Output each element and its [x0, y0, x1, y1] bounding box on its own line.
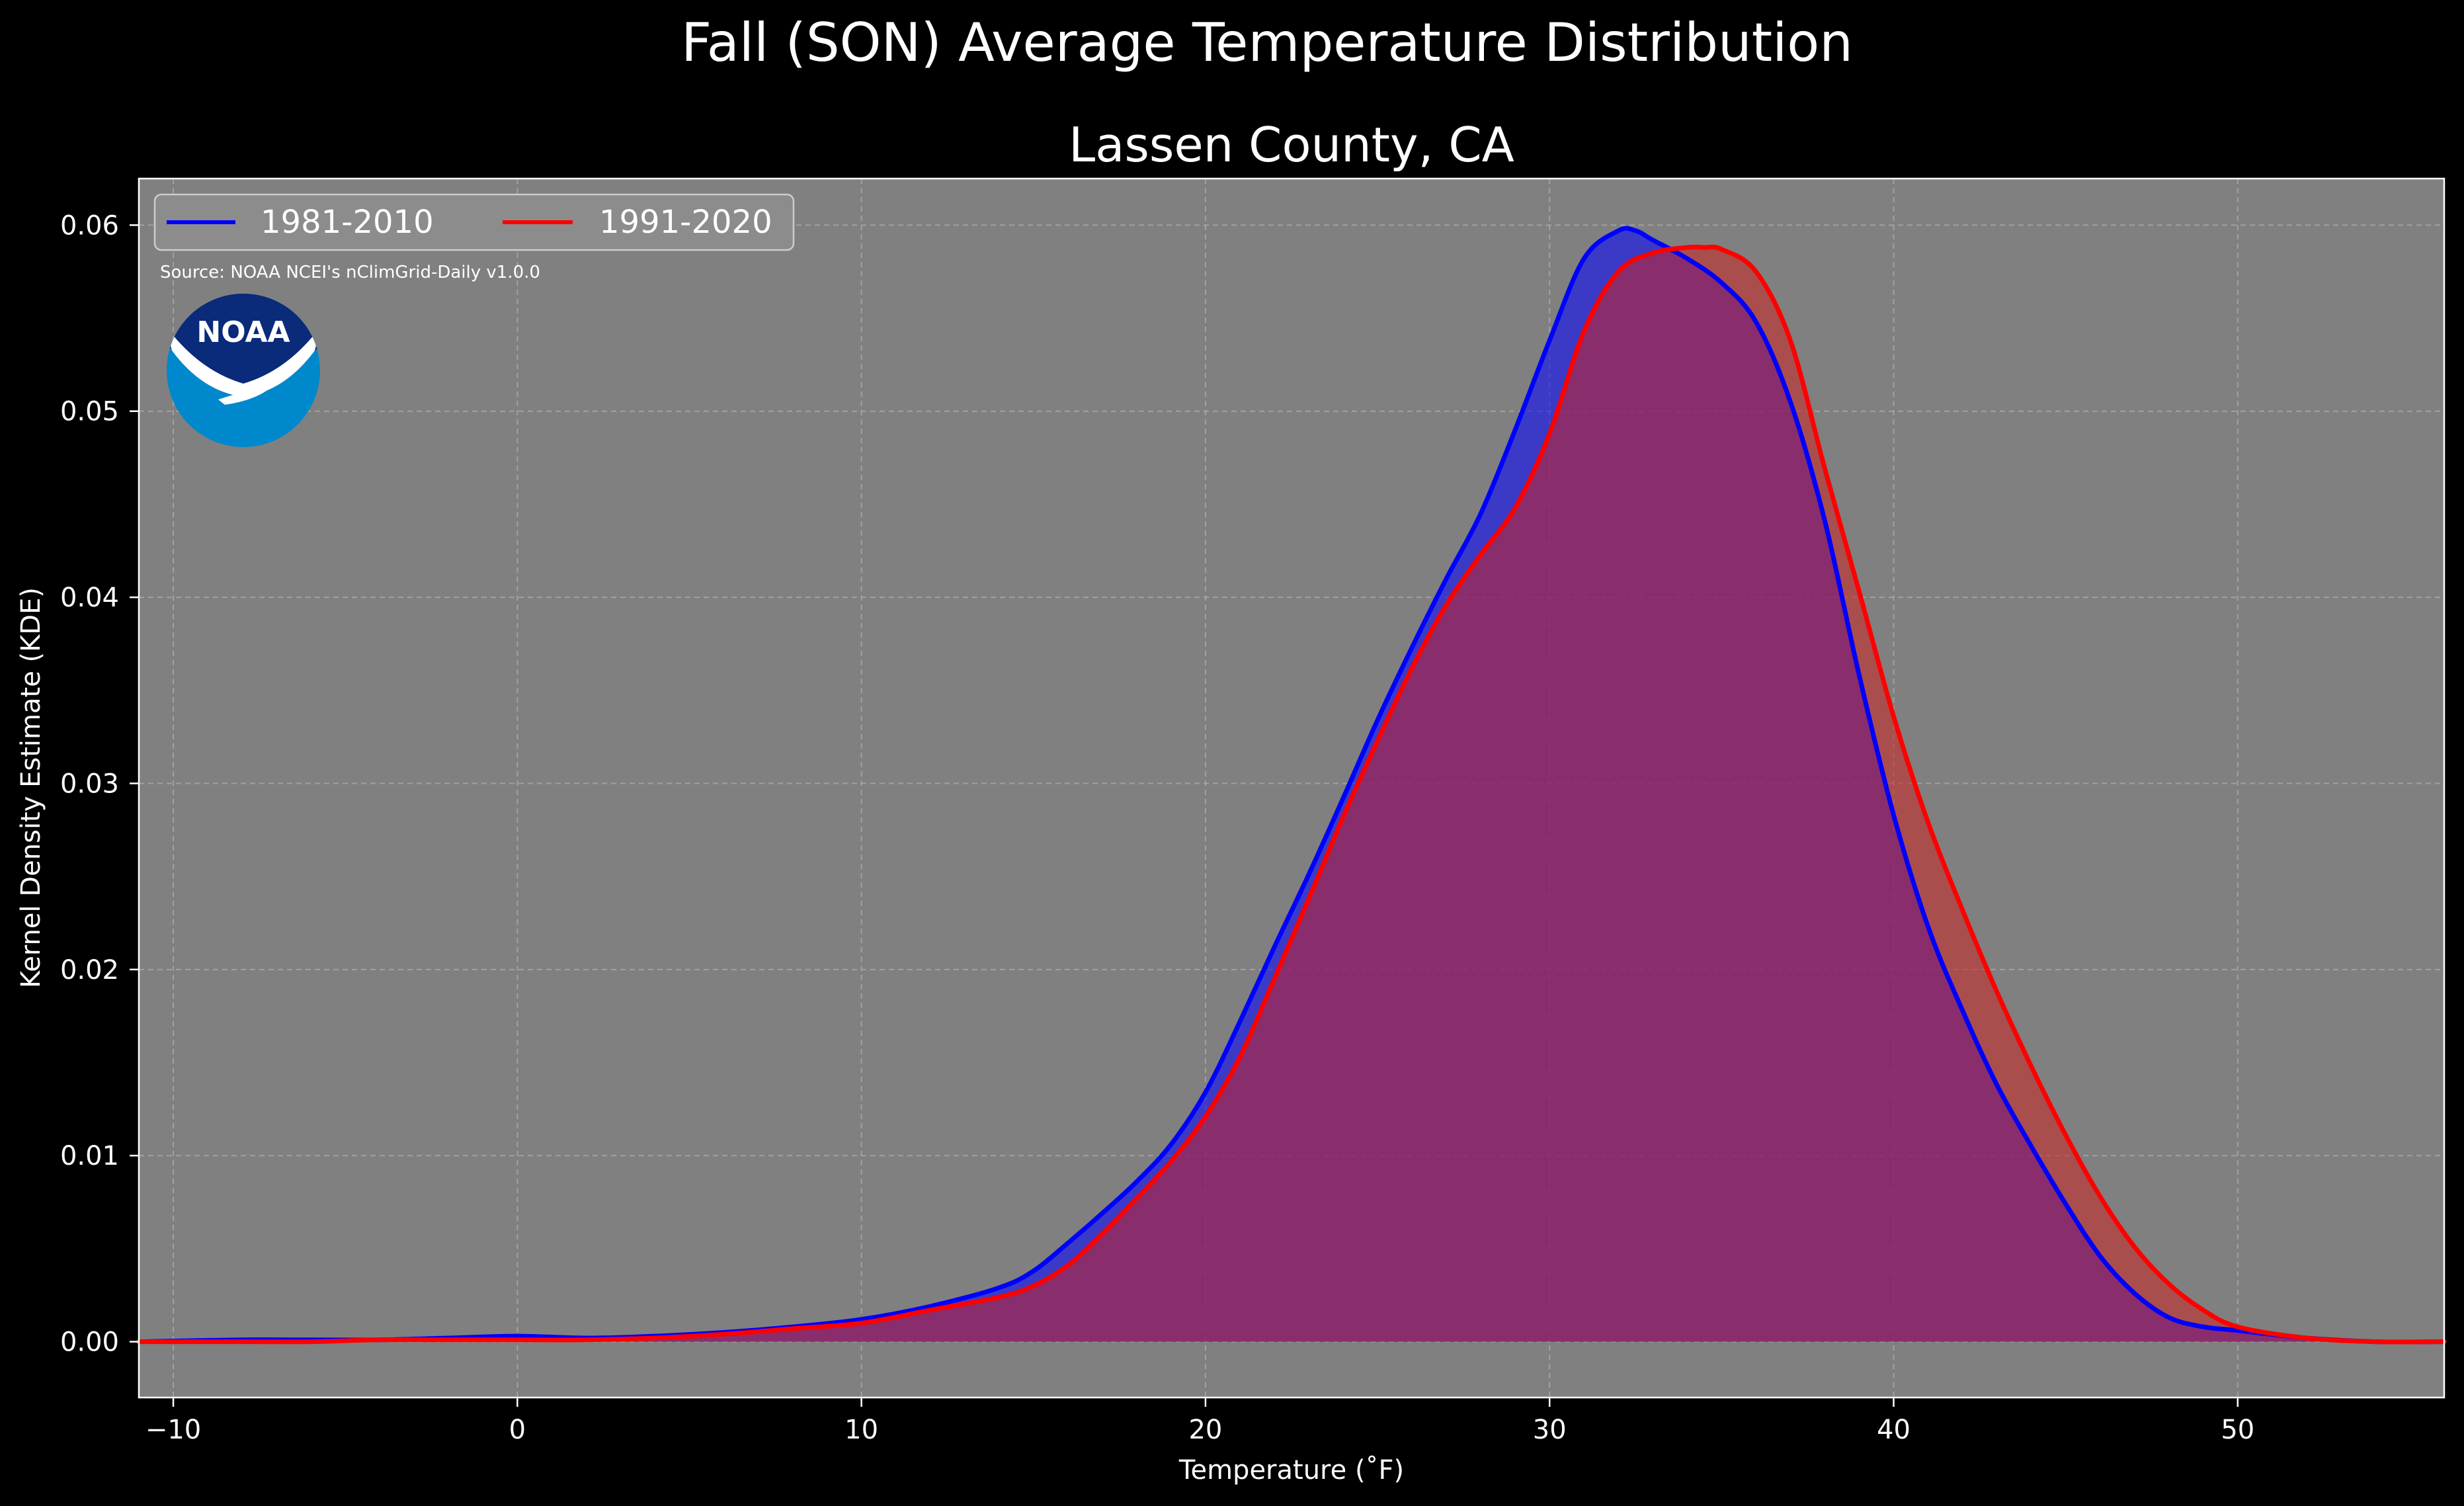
y-tick-label: 0.01 — [60, 1141, 119, 1171]
series-lines — [136, 226, 2447, 1345]
noaa-logo: NOAA — [167, 294, 320, 447]
series-fill-1991-2020 — [139, 247, 2444, 1342]
chart-subtitle: Lassen County, CA — [1069, 117, 1514, 173]
y-tick-label: 0.03 — [60, 769, 119, 799]
x-tick-label: 20 — [1188, 1415, 1222, 1445]
legend-box — [153, 193, 795, 251]
legend: 1981-2010 1991-2020 — [153, 193, 795, 251]
y-tick-label: 0.00 — [60, 1327, 119, 1358]
x-tick-label: 50 — [2221, 1415, 2254, 1445]
x-axis-ticks: −10 0 10 20 30 40 50 — [145, 1398, 2254, 1445]
x-tick-label: 10 — [844, 1415, 878, 1445]
x-tick-label: −10 — [145, 1415, 201, 1445]
y-tick-label: 0.06 — [60, 210, 119, 241]
noaa-logo-text: NOAA — [196, 315, 290, 349]
y-tick-label: 0.02 — [60, 955, 119, 985]
series-fills — [139, 228, 2444, 1342]
y-axis-label: Kernel Density Estimate (KDE) — [16, 587, 46, 988]
x-tick-label: 40 — [1877, 1415, 1910, 1445]
source-note: Source: NOAA NCEI's nClimGrid-Daily v1.0… — [160, 263, 540, 282]
y-axis-ticks: 0.00 0.01 0.02 0.03 0.04 0.05 0.06 — [60, 210, 139, 1358]
x-tick-label: 0 — [509, 1415, 526, 1445]
y-tick-label: 0.05 — [60, 397, 119, 427]
legend-label-1981-2010: 1981-2010 — [261, 204, 434, 241]
y-tick-label: 0.04 — [60, 583, 119, 613]
legend-label-1991-2020: 1991-2020 — [599, 204, 772, 241]
chart-title: Fall (SON) Average Temperature Distribut… — [681, 12, 1853, 73]
x-axis-label: Temperature (˚F) — [1178, 1455, 1404, 1485]
series-line-1991-2020 — [136, 244, 2447, 1345]
plot-frame — [138, 177, 2445, 1399]
x-tick-label: 30 — [1533, 1415, 1567, 1445]
